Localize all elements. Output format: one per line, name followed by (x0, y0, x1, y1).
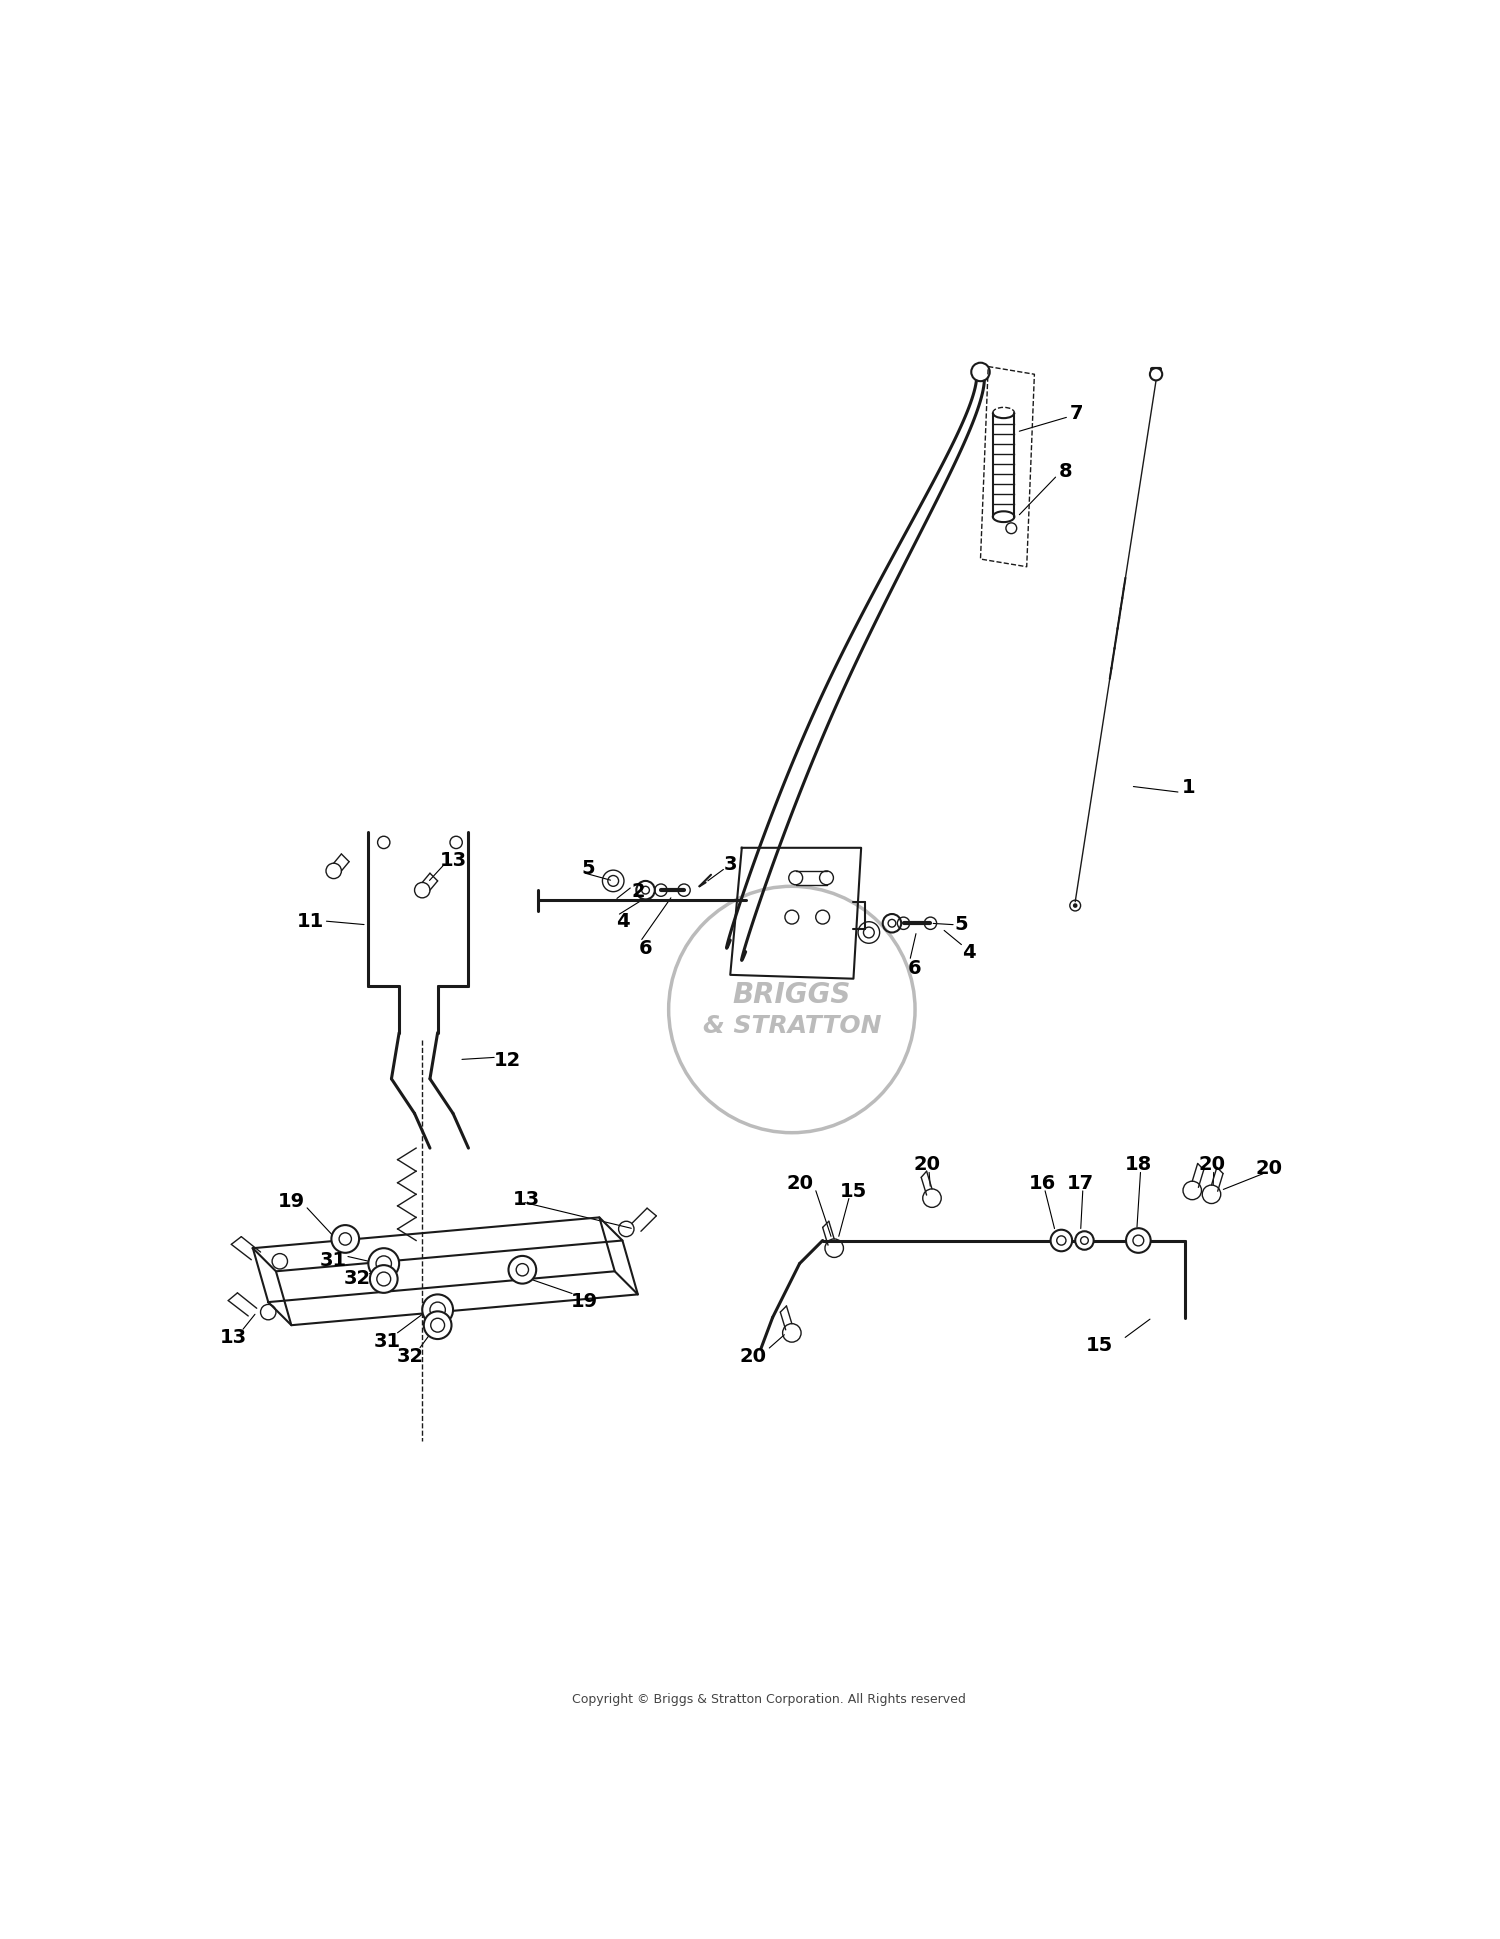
Circle shape (1076, 1231, 1094, 1251)
Text: 15: 15 (1086, 1336, 1113, 1353)
Circle shape (1050, 1229, 1072, 1253)
Circle shape (1150, 368, 1162, 382)
Text: 20: 20 (740, 1348, 766, 1365)
Text: 5: 5 (954, 915, 968, 933)
Text: 6: 6 (639, 938, 652, 958)
Text: 4: 4 (962, 942, 976, 962)
Text: 31: 31 (374, 1332, 400, 1350)
Text: 19: 19 (570, 1291, 597, 1311)
Text: 7: 7 (1070, 403, 1083, 423)
Text: 4: 4 (615, 911, 630, 931)
Circle shape (972, 363, 990, 382)
Text: Copyright © Briggs & Stratton Corporation. All Rights reserved: Copyright © Briggs & Stratton Corporatio… (572, 1693, 966, 1704)
Circle shape (1072, 904, 1077, 907)
Text: 17: 17 (1066, 1173, 1094, 1192)
Circle shape (424, 1311, 451, 1340)
Text: 19: 19 (278, 1191, 304, 1210)
Text: 6: 6 (908, 958, 922, 977)
Text: & STRATTON: & STRATTON (702, 1014, 880, 1037)
Text: 11: 11 (297, 911, 324, 931)
Text: 5: 5 (580, 859, 594, 876)
Text: 32: 32 (398, 1348, 424, 1365)
Text: 20: 20 (1198, 1154, 1225, 1173)
Text: 20: 20 (786, 1173, 813, 1192)
Text: 12: 12 (494, 1051, 520, 1070)
Text: 15: 15 (840, 1181, 867, 1200)
Text: 13: 13 (513, 1189, 540, 1208)
Circle shape (1126, 1229, 1150, 1253)
Circle shape (332, 1225, 358, 1253)
Circle shape (370, 1266, 398, 1293)
Text: 20: 20 (914, 1154, 940, 1173)
Text: 13: 13 (440, 851, 466, 869)
Text: 18: 18 (1125, 1154, 1152, 1173)
Text: 8: 8 (1059, 461, 1072, 481)
Text: BRIGGS: BRIGGS (732, 981, 850, 1008)
Circle shape (509, 1256, 536, 1284)
Text: 31: 31 (320, 1251, 348, 1270)
Circle shape (423, 1295, 453, 1326)
Text: 2: 2 (632, 880, 645, 900)
Circle shape (369, 1249, 399, 1280)
Text: 20: 20 (1256, 1158, 1282, 1177)
Text: 16: 16 (1029, 1173, 1056, 1192)
Text: 32: 32 (344, 1268, 370, 1287)
Text: 1: 1 (1182, 778, 1196, 797)
Text: 13: 13 (220, 1328, 248, 1346)
Text: 3: 3 (723, 855, 736, 873)
